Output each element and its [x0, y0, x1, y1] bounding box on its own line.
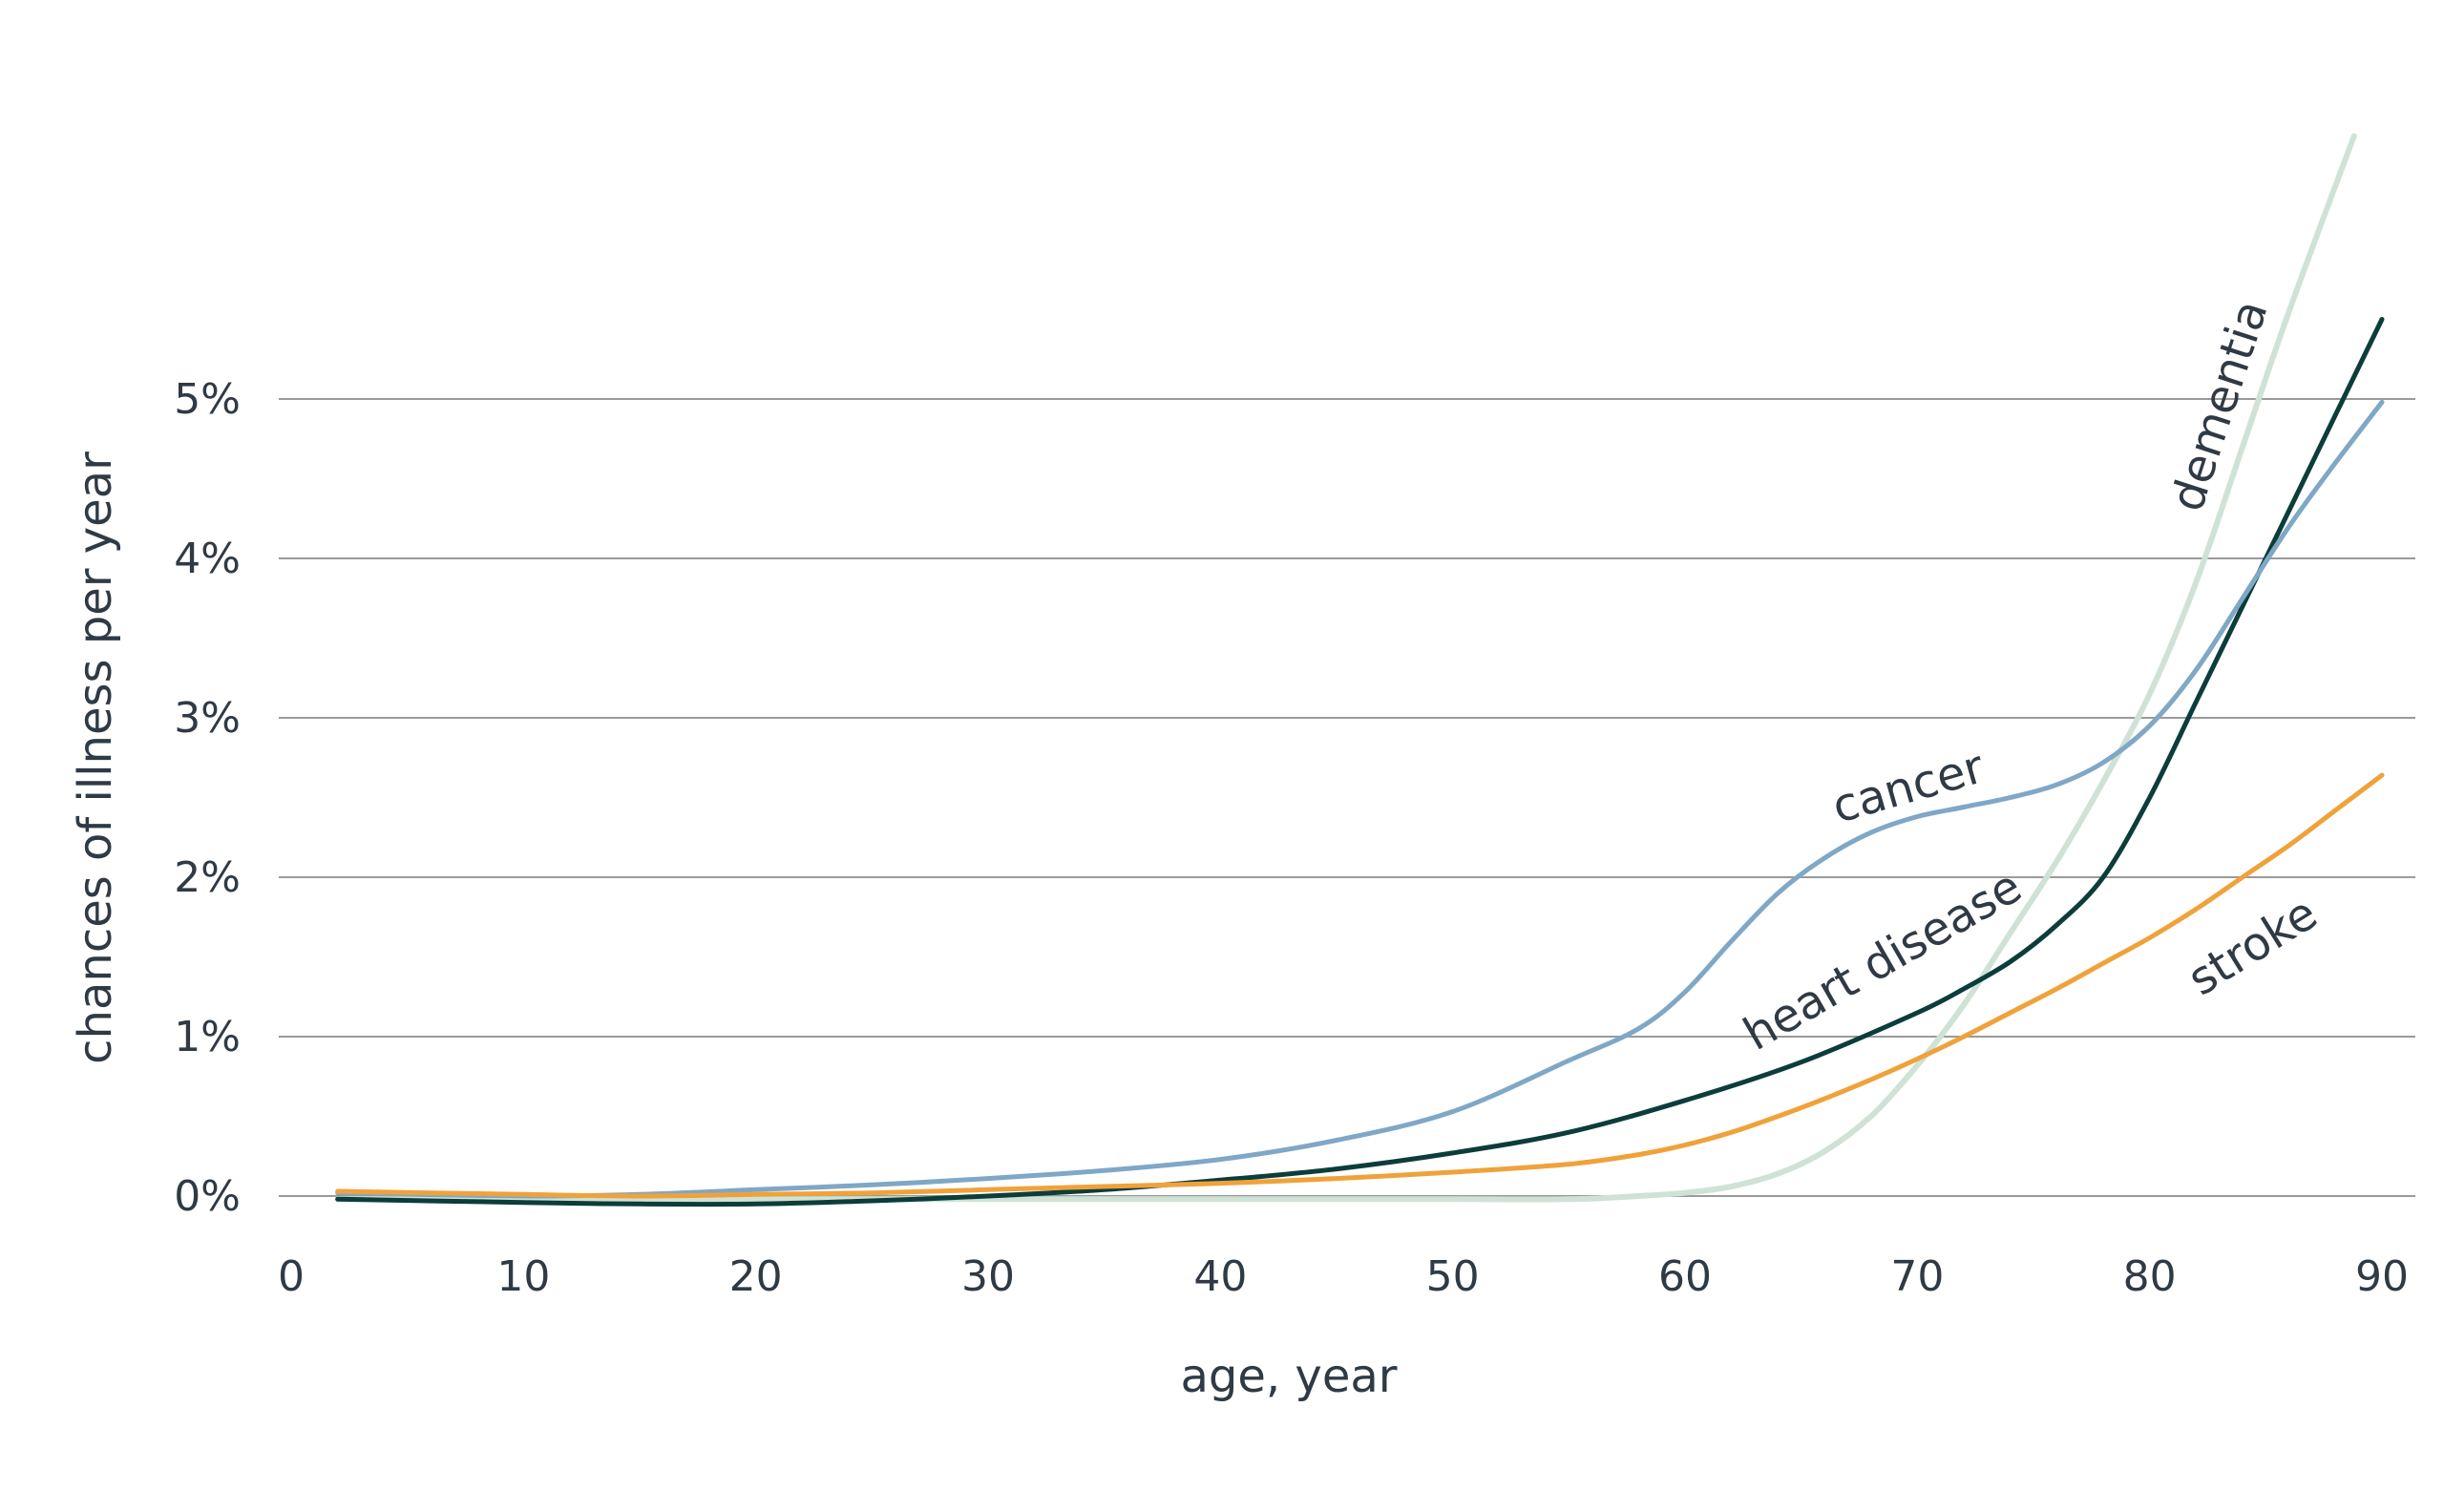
x-tick-label: 90 — [2355, 1252, 2409, 1301]
series-line-dementia — [334, 133, 2357, 1203]
series-line-stroke — [335, 772, 2385, 1199]
x-tick-label: 70 — [1890, 1252, 1944, 1301]
x-tick-label: 30 — [961, 1252, 1015, 1301]
x-axis-title: age, year — [1180, 1350, 1397, 1403]
x-tick-label: 10 — [496, 1252, 550, 1301]
x-axis-ticks: 0 10 20 30 40 50 60 70 80 90 — [278, 1252, 2409, 1301]
x-tick-label: 50 — [1426, 1252, 1480, 1301]
x-tick-label: 60 — [1658, 1252, 1712, 1301]
y-tick-label: 5% — [174, 375, 241, 424]
y-axis-title: chances of illness per year — [69, 452, 122, 1064]
x-tick-label: 20 — [729, 1252, 783, 1301]
x-tick-label: 40 — [1193, 1252, 1247, 1301]
grid-layer — [279, 398, 2415, 1197]
y-axis-ticks: 0% 1% 2% 3% 4% 5% — [174, 375, 241, 1221]
x-tick-label: 0 — [278, 1252, 305, 1301]
y-tick-label: 1% — [174, 1013, 241, 1061]
series-layer — [334, 133, 2385, 1208]
series-label-dementia: dementia — [2160, 294, 2279, 517]
y-tick-label: 2% — [174, 853, 241, 902]
x-tick-label: 80 — [2123, 1252, 2177, 1301]
series-line-heart-disease — [335, 317, 2385, 1208]
y-tick-label: 3% — [174, 694, 241, 743]
y-tick-label: 0% — [174, 1172, 241, 1221]
series-line-cancer — [335, 399, 2385, 1199]
y-tick-label: 4% — [174, 535, 241, 583]
